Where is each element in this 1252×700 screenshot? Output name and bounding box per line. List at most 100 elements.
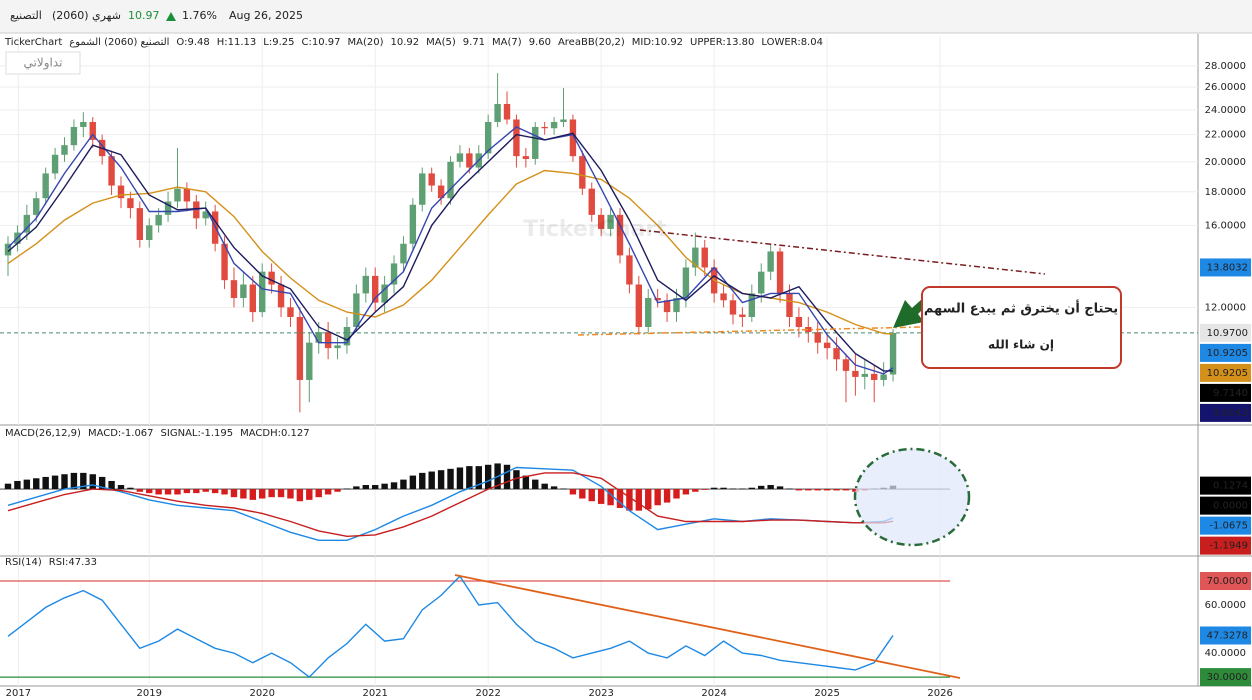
candle-body [513,119,520,157]
y-tick-label: 28.0000 [1205,61,1246,72]
candle-body [541,126,548,129]
legend-text: MA(7) [492,37,522,48]
histogram-bar [174,489,181,495]
histogram-bar [324,489,332,495]
histogram-bar [353,486,360,490]
value-badge [1200,343,1251,362]
histogram-bar [852,489,859,492]
candle-body [164,201,172,215]
histogram-bar [343,488,351,490]
candle-body [494,103,501,122]
candle-body [814,332,821,343]
legend-text: MACD(26,12,9) [5,428,81,439]
value-badge [1200,626,1251,645]
candle-body [33,198,40,215]
histogram-bar [287,489,294,499]
candle-body [550,121,558,129]
value-badge-label: 10.9205 [1207,348,1248,359]
legend-text: UPPER:13.80 [690,37,754,48]
header-bar [0,0,1252,33]
candle-body [729,300,737,315]
histogram-bar [795,489,803,491]
value-badge-label: 13.8032 [1207,262,1248,273]
histogram-bar [249,489,257,500]
histogram-bar [14,480,21,490]
value-badge [1200,363,1251,382]
candle-body [259,271,266,313]
y-tick-label: 26.0000 [1205,82,1246,93]
histogram-bar [296,489,304,502]
histogram-bar [117,485,125,490]
histogram-bar [475,466,482,490]
candle-body [136,208,144,240]
support-trendline [577,324,1008,336]
histogram-bar [532,479,539,490]
candle-body [805,326,812,333]
candle-body [409,204,417,244]
candle-body [155,214,162,226]
candle-body [692,247,699,268]
candle-body [230,280,238,298]
histogram-bar [833,489,840,491]
histogram-bar [33,478,40,490]
candle-body [23,214,31,233]
candle-body [786,293,793,317]
histogram-bar [240,489,247,499]
value-badge-label: 10.9700 [1207,328,1248,339]
candle-body [767,251,774,272]
histogram-bar [306,489,313,500]
candle-body [871,373,878,380]
candle-body [221,243,228,281]
histogram-bar [786,488,793,490]
candle-body [663,300,671,313]
legend-text: O:9.48 [176,37,209,48]
histogram-bar [136,489,144,492]
histogram-bar [588,489,595,502]
histogram-bar [663,489,671,503]
candle-body [880,374,887,380]
histogram-bar [202,489,209,492]
value-badge [1200,403,1251,422]
value-badge [1200,536,1251,555]
candle-body [419,173,426,205]
y-tick-label: 60.0000 [1205,600,1246,611]
histogram-bar [70,472,78,490]
candle-body [362,275,369,294]
candle-body [861,373,868,377]
note-line: إن شاء الله [988,338,1054,352]
candle-body [456,153,464,162]
value-badge-label: -1.1949 [1209,541,1248,552]
candle-body [682,267,690,298]
candle-body [296,316,304,380]
legend-text: L:9.25 [263,37,294,48]
resistance-trendline [639,229,1046,275]
x-tick-label: 2020 [249,688,274,699]
candle-body [42,173,49,199]
candle-body [202,211,209,219]
histogram-bar [51,475,59,490]
histogram-bar [616,489,624,508]
candle-body [484,121,492,154]
candle-body [315,332,322,343]
histogram-bar [193,489,200,494]
candle-body [80,121,87,127]
histogram-bar [428,471,435,490]
histogram-bar [437,470,445,490]
histogram-bar [146,489,153,494]
histogram-bar [108,480,115,490]
candle-body [108,156,115,186]
candle-body [287,307,294,317]
histogram-bar [4,483,12,490]
candle-body [117,185,125,199]
rsi-trendline [454,574,961,679]
logo: تداولاتي [24,56,63,71]
histogram-bar [371,485,379,490]
watermark: TickerChart [523,217,667,242]
histogram-bar [513,470,520,490]
candle-body [51,154,59,174]
candle-body [400,243,407,264]
candle-body [371,275,379,303]
value-badge-label: 10.9205 [1207,368,1248,379]
histogram-bar [466,466,473,490]
legend-text: C:10.97 [302,37,341,48]
